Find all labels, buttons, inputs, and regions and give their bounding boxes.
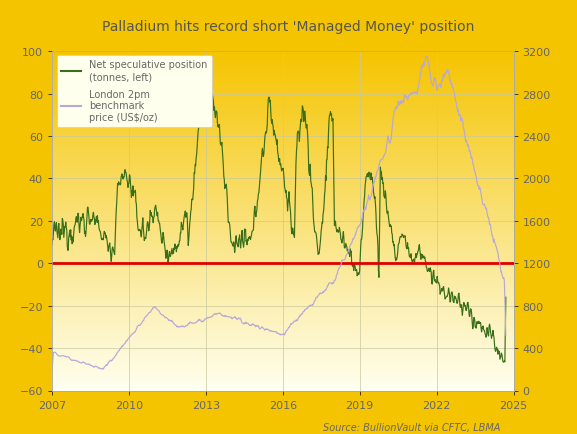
Text: Palladium hits record short 'Managed Money' position: Palladium hits record short 'Managed Mon…: [102, 20, 475, 33]
Text: Source: BullionVault via CFTC, LBMA: Source: BullionVault via CFTC, LBMA: [323, 422, 500, 432]
Legend: Net speculative position
(tonnes, left), London 2pm
benchmark
price (US$/oz): Net speculative position (tonnes, left),…: [57, 56, 212, 128]
